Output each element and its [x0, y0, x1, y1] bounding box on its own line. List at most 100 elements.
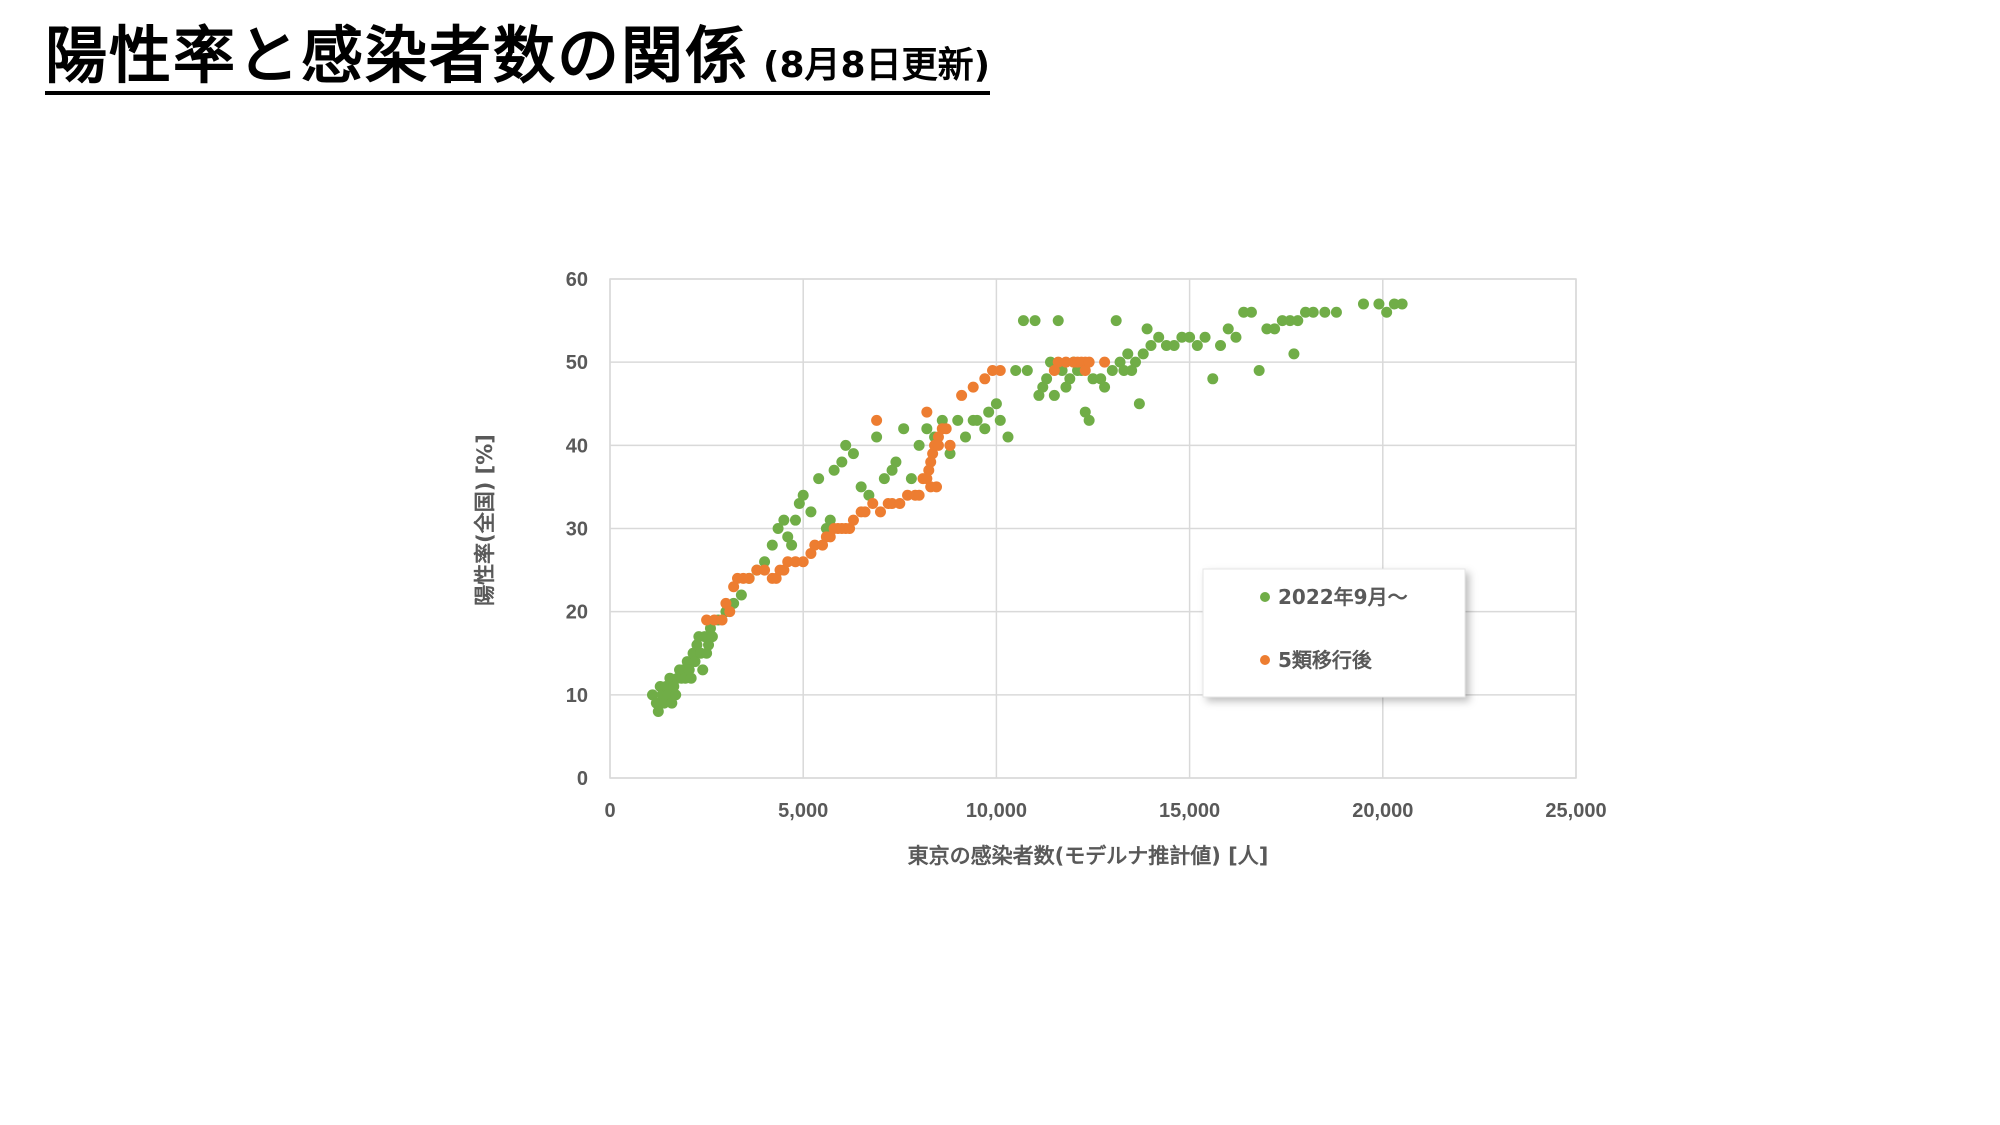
- data-point-series-1: [1037, 381, 1049, 393]
- data-point-series-2: [817, 539, 829, 551]
- chart-legend: 2022年9月～ 5類移行後: [1202, 568, 1466, 698]
- data-point-series-1: [1215, 340, 1227, 352]
- data-point-series-1: [1153, 331, 1165, 343]
- data-point-series-1: [886, 464, 898, 476]
- y-tick-label: 40: [566, 435, 588, 457]
- data-point-series-1: [772, 523, 784, 534]
- data-point-series-1: [650, 697, 662, 709]
- x-tick-label: 15,000: [1159, 800, 1220, 822]
- data-point-series-1: [1388, 298, 1400, 310]
- data-point-series-1: [1168, 340, 1180, 352]
- data-point-series-1: [959, 431, 971, 443]
- legend-label-series-2: 5類移行後: [1278, 648, 1373, 672]
- data-point-series-2: [1079, 364, 1091, 376]
- data-point-series-1: [921, 423, 933, 435]
- data-point-series-1: [1261, 323, 1273, 335]
- data-point-series-1: [1010, 364, 1022, 376]
- y-tick-label: 50: [566, 352, 588, 374]
- data-point-series-1: [1253, 364, 1265, 376]
- data-point-series-2: [979, 373, 991, 385]
- data-point-series-1: [703, 639, 715, 651]
- data-point-series-1: [840, 439, 852, 451]
- data-point-series-1: [979, 423, 991, 435]
- data-point-series-2: [809, 539, 821, 551]
- data-point-series-2: [923, 464, 935, 476]
- data-point-series-1: [1087, 373, 1099, 385]
- x-axis-title: 東京の感染者数(モデルナ推計値) [人]: [908, 844, 1269, 868]
- data-point-series-1: [836, 456, 848, 468]
- data-point-series-2: [902, 489, 914, 501]
- chart-points: [647, 298, 1408, 717]
- data-point-series-2: [1099, 356, 1111, 368]
- data-point-series-2: [847, 514, 859, 526]
- data-point-series-1: [820, 523, 832, 534]
- y-tick-label: 20: [566, 602, 588, 624]
- data-point-series-1: [668, 681, 680, 693]
- data-point-series-1: [898, 423, 910, 435]
- data-point-series-2: [728, 581, 740, 593]
- data-point-series-1: [1106, 364, 1118, 376]
- x-tick-label: 10,000: [966, 800, 1027, 822]
- data-point-series-1: [689, 656, 701, 668]
- data-point-series-1: [1230, 331, 1242, 343]
- data-point-series-1: [936, 414, 948, 426]
- data-point-series-2: [720, 597, 732, 609]
- data-point-series-2: [1052, 356, 1064, 368]
- data-point-series-1: [1238, 306, 1250, 318]
- data-point-series-1: [905, 473, 917, 485]
- legend-marker-series-2: [1260, 655, 1270, 665]
- data-point-series-1: [1160, 340, 1172, 352]
- data-point-series-1: [782, 531, 794, 543]
- data-point-series-1: [664, 672, 676, 684]
- x-tick-label: 5,000: [778, 800, 828, 822]
- data-point-series-1: [1141, 323, 1153, 335]
- data-point-series-1: [1017, 315, 1029, 327]
- data-point-series-2: [859, 506, 871, 518]
- data-point-series-1: [666, 697, 678, 709]
- data-point-series-2: [967, 381, 979, 393]
- data-point-series-2: [724, 606, 736, 618]
- data-point-series-1: [1284, 315, 1296, 327]
- data-point-series-1: [1126, 364, 1138, 376]
- data-point-series-1: [1222, 323, 1234, 335]
- data-point-series-2: [886, 498, 898, 510]
- data-point-series-2: [716, 614, 728, 626]
- x-tick-label: 0: [604, 800, 615, 822]
- data-point-series-1: [1184, 331, 1196, 343]
- data-point-series-1: [1118, 364, 1130, 376]
- data-point-series-2: [871, 414, 883, 426]
- data-point-series-2: [925, 456, 937, 468]
- x-axis-ticks: 0 5,000 10,000 15,000 20,000 25,000: [604, 800, 1606, 822]
- data-point-series-1: [786, 539, 798, 551]
- y-tick-label: 30: [566, 519, 588, 541]
- data-point-series-2: [940, 423, 952, 435]
- data-point-series-2: [844, 523, 856, 534]
- data-point-series-2: [925, 481, 937, 493]
- data-point-series-1: [1381, 306, 1393, 318]
- data-point-series-1: [1288, 348, 1300, 360]
- data-point-series-1: [789, 514, 801, 526]
- data-point-series-1: [1099, 381, 1111, 393]
- data-point-series-1: [670, 689, 682, 701]
- data-point-series-2: [944, 439, 956, 451]
- data-point-series-2: [1083, 356, 1095, 368]
- data-point-series-2: [921, 473, 933, 485]
- data-point-series-1: [847, 448, 859, 460]
- legend-marker-series-1: [1260, 592, 1270, 602]
- data-point-series-1: [1357, 298, 1369, 310]
- data-point-series-2: [1060, 356, 1072, 368]
- data-point-series-1: [1199, 331, 1211, 343]
- data-point-series-2: [956, 389, 968, 401]
- data-point-series-1: [863, 489, 875, 501]
- x-tick-label: 20,000: [1352, 800, 1413, 822]
- data-point-series-1: [691, 639, 703, 651]
- data-point-series-1: [1133, 398, 1145, 410]
- legend-label-series-1: 2022年9月～: [1278, 585, 1408, 609]
- data-point-series-1: [681, 656, 693, 668]
- data-point-series-2: [743, 572, 755, 584]
- data-point-series-1: [793, 498, 805, 510]
- data-point-series-1: [805, 506, 817, 518]
- data-point-series-2: [867, 498, 879, 510]
- data-point-series-1: [1083, 414, 1095, 426]
